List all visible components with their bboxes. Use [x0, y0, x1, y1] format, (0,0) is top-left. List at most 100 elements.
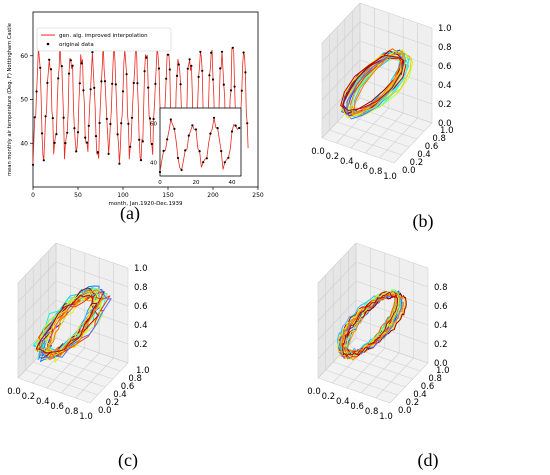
x-tick-label-d: 0.2	[322, 392, 336, 402]
inset-point	[158, 170, 162, 174]
grid-floor-y	[337, 121, 410, 148]
inset-point	[223, 161, 226, 164]
data-point	[147, 86, 150, 89]
data-point	[66, 131, 69, 134]
data-point	[31, 163, 35, 166]
data-point	[40, 132, 44, 135]
data-point	[168, 68, 171, 71]
y-tick-label: 60	[20, 53, 28, 60]
data-point	[44, 115, 47, 118]
grid-left-z	[317, 280, 357, 322]
grid-floor-y	[33, 361, 106, 388]
z-tick-label-b: 0.0	[438, 119, 452, 129]
grid-floor-x	[75, 357, 114, 399]
caption-c: (c)	[118, 450, 138, 471]
data-point	[48, 58, 51, 61]
inset-point	[220, 150, 223, 153]
data-point	[75, 150, 78, 153]
data-point	[76, 131, 80, 134]
data-point	[87, 124, 90, 127]
data-point	[145, 56, 148, 59]
data-point	[127, 122, 130, 125]
z-tick-label-d: 0.4	[434, 321, 448, 331]
data-point	[69, 59, 72, 62]
data-point	[190, 64, 193, 67]
data-point	[246, 122, 249, 125]
grid-floor-x	[321, 97, 361, 139]
caption-d: (d)	[418, 450, 439, 471]
grid-floor-x	[60, 352, 100, 394]
x-tick-label-b: 0.0	[311, 147, 325, 157]
data-point	[233, 85, 236, 88]
grid-floor-y	[25, 369, 98, 396]
data-point	[111, 82, 114, 85]
data-point	[73, 127, 76, 130]
grid-left-z	[317, 299, 357, 341]
inset-x-tick-label: 0	[158, 180, 162, 186]
data-point	[210, 51, 213, 54]
legend-label-interpolation: gen. alg. improved interpolation	[59, 33, 148, 39]
x-axis-label: month, Jan.1920-Dec.1939	[109, 201, 183, 207]
data-point	[231, 46, 234, 49]
y-tick-label-c: 0.2	[106, 398, 120, 408]
data-point	[89, 88, 92, 91]
grid-floor-x	[360, 352, 400, 394]
z-tick-label-b: 0.4	[438, 81, 452, 91]
pane-left	[18, 243, 56, 378]
grid-back-z	[55, 261, 129, 288]
data-point	[49, 68, 53, 71]
data-point	[138, 138, 141, 141]
inset-point	[187, 134, 190, 137]
y-tick-label-d: 0.4	[413, 390, 427, 400]
data-point	[175, 74, 179, 77]
x-tick-label-d: 0.4	[336, 397, 350, 407]
inset-point	[227, 156, 230, 159]
grid-floor-x	[89, 362, 129, 404]
data-point	[57, 77, 60, 80]
x-tick-label-b: 0.4	[340, 157, 354, 167]
grid-back-z	[359, 21, 433, 48]
data-point	[121, 90, 125, 93]
grid-floor-x	[379, 117, 418, 159]
data-point	[62, 116, 65, 119]
y-tick-label-d: 0.8	[428, 374, 442, 384]
data-point	[132, 81, 135, 85]
x-tick-label-c: 0.6	[50, 402, 64, 412]
grid-floor-x	[350, 107, 390, 149]
grid-floor-y	[325, 369, 398, 396]
data-point	[35, 90, 38, 93]
curve-c	[35, 294, 98, 354]
data-point	[103, 80, 107, 83]
data-point	[240, 89, 243, 92]
data-point	[85, 141, 89, 144]
data-point	[157, 67, 161, 70]
grid-floor-x	[364, 112, 404, 154]
y-tick-label-b: 0.2	[410, 158, 424, 168]
data-point	[107, 152, 110, 155]
x-tick-label-c: 0.4	[36, 397, 50, 407]
data-point	[242, 51, 245, 54]
data-point	[208, 74, 211, 77]
inset-point	[209, 132, 212, 135]
data-point	[166, 53, 170, 56]
legend-box	[36, 27, 172, 52]
grid-left-z	[17, 261, 57, 303]
z-tick-label-d: 0.6	[434, 302, 448, 312]
legend-label-original: original data	[59, 42, 94, 48]
inset-y-tick-label: 60	[150, 122, 157, 128]
x-tick-label-c: 0.2	[22, 392, 36, 402]
y-tick-label-b: 0.4	[417, 150, 431, 160]
grid-back-z	[55, 242, 129, 269]
data-point	[120, 122, 123, 125]
data-point	[80, 62, 83, 65]
inset-point	[216, 127, 219, 130]
data-point	[201, 69, 204, 72]
data-point	[136, 82, 139, 85]
grid-left-z	[17, 299, 57, 341]
data-point	[71, 64, 74, 67]
data-point	[141, 140, 144, 143]
data-point	[150, 142, 153, 146]
inset-frame	[159, 107, 242, 177]
data-point	[229, 89, 233, 92]
z-tick-label-c: 0.2	[134, 340, 148, 350]
